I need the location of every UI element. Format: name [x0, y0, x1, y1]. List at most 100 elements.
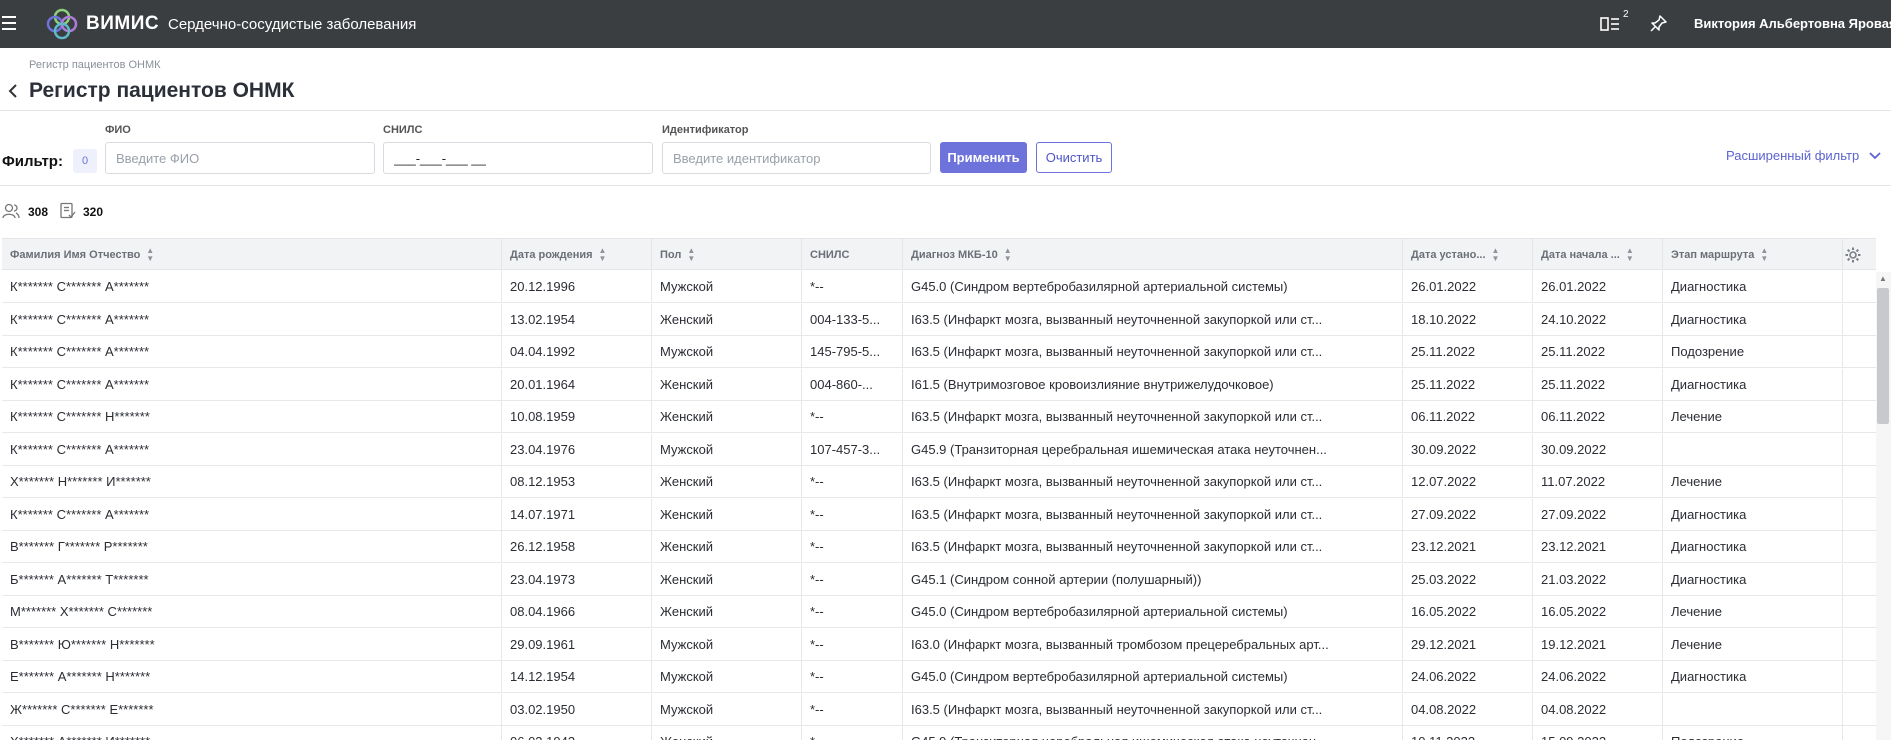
divider: [0, 110, 1891, 111]
cell-snils: *--: [802, 563, 903, 596]
cell-date-set: 12.07.2022: [1403, 466, 1533, 498]
column-header-diagnosis[interactable]: Диагноз МКБ-10 ▲ ▼: [903, 239, 1403, 271]
cell-birthdate: 06.03.1943: [502, 726, 652, 740]
patients-icon: [2, 203, 20, 219]
cell-date-set: 18.10.2022: [1403, 303, 1533, 336]
cell-snils: *--: [802, 693, 903, 726]
cell-date-set: 25.11.2022: [1403, 336, 1533, 368]
table-row[interactable]: К******* С******* Н******* 10.08.1959 Женс…: [2, 401, 1876, 433]
sort-icon: ▲ ▼: [687, 246, 696, 264]
cell-date-start: 24.10.2022: [1533, 303, 1663, 336]
menu-icon[interactable]: [2, 16, 16, 30]
list-notifications-icon[interactable]: [1600, 13, 1628, 35]
cell-date-set: 24.06.2022: [1403, 661, 1533, 693]
cell-birthdate: 03.02.1950: [502, 693, 652, 726]
fio-input[interactable]: [105, 142, 375, 174]
table-row[interactable]: Х******* Н******* И******* 08.12.1953 Женс…: [2, 466, 1876, 498]
table-row[interactable]: К******* С******* А******* 04.04.1992 Мужс…: [2, 336, 1876, 368]
cell-diagnosis: G45.1 (Синдром сонной артерии (полушарны…: [903, 563, 1403, 596]
user-name[interactable]: Виктория Альбертовна Яровая: [1694, 16, 1891, 31]
column-header-label: Дата начала ...: [1541, 249, 1620, 261]
column-header-birthdate[interactable]: Дата рождения ▲ ▼: [502, 239, 652, 271]
scrollbar-thumb[interactable]: [1877, 288, 1889, 424]
column-header-label: Фамилия Имя Отчество: [10, 249, 141, 261]
cell-date-start: 25.11.2022: [1533, 368, 1663, 401]
cell-date-start: 19.12.2021: [1533, 628, 1663, 661]
table-row[interactable]: К******* С******* А******* 23.04.1976 Мужс…: [2, 433, 1876, 466]
cell-date-start: 23.12.2021: [1533, 531, 1663, 563]
cell-fio: М******* Х******* С*******: [2, 596, 502, 628]
cell-snils: 004-860-...: [802, 368, 903, 401]
filter-label: Фильтр:: [2, 153, 63, 170]
gear-icon[interactable]: [1844, 246, 1862, 264]
column-header-sex[interactable]: Пол ▲ ▼: [652, 239, 802, 271]
apply-button[interactable]: Применить: [940, 142, 1027, 173]
table-row[interactable]: В******* Г******* Р******* 26.12.1958 Женс…: [2, 531, 1876, 563]
cell-diagnosis: I63.5 (Инфаркт мозга, вызванный неуточне…: [903, 303, 1403, 336]
cell-snils: 004-133-5...: [802, 303, 903, 336]
cell-route-stage: Диагностика: [1663, 661, 1843, 693]
table-row[interactable]: К******* С******* А******* 13.02.1954 Женс…: [2, 303, 1876, 336]
chevron-down-icon: [1869, 152, 1881, 160]
identifier-input[interactable]: [662, 142, 931, 174]
records-icon: [60, 202, 76, 219]
cell-route-stage: [1663, 433, 1843, 466]
cell-date-set: 29.12.2021: [1403, 628, 1533, 661]
cell-birthdate: 08.04.1966: [502, 596, 652, 628]
cell-birthdate: 14.12.1954: [502, 661, 652, 693]
clear-button[interactable]: Очистить: [1036, 142, 1112, 173]
cell-date-start: 21.03.2022: [1533, 563, 1663, 596]
cell-sex: Мужской: [652, 336, 802, 368]
cell-route-stage: Диагностика: [1663, 368, 1843, 401]
table-row[interactable]: К******* С******* А******* 20.12.1996 Мужс…: [2, 271, 1876, 303]
table-row[interactable]: К******* С******* А******* 14.07.1971 Женс…: [2, 498, 1876, 531]
cell-route-stage: Лечение: [1663, 628, 1843, 661]
table-row[interactable]: Ж******* С******* Е******* 03.02.1950 Мужс…: [2, 693, 1876, 726]
table-row[interactable]: К******* С******* А******* 20.01.1964 Женс…: [2, 368, 1876, 401]
cell-diagnosis: I63.0 (Инфаркт мозга, вызванный тромбозо…: [903, 628, 1403, 661]
filter-count-badge: 0: [73, 149, 97, 173]
cell-fio: Х******* А******* И*******: [2, 726, 502, 740]
cell-route-stage: Диагностика: [1663, 531, 1843, 563]
cell-route-stage: Диагностика: [1663, 271, 1843, 303]
pin-icon[interactable]: [1648, 14, 1668, 34]
fio-label: ФИО: [105, 124, 131, 136]
cell-sex: Женский: [652, 726, 802, 740]
table-row[interactable]: В******* Ю******* Н******* 29.09.1961 Мужс…: [2, 628, 1876, 661]
table-row[interactable]: Б******* А******* Т******* 23.04.1973 Женс…: [2, 563, 1876, 596]
cell-fio: К******* С******* А*******: [2, 498, 502, 531]
table-row[interactable]: Х******* А******* И*******06.03.1943Женс…: [2, 726, 1876, 740]
cell-date-start: 27.09.2022: [1533, 498, 1663, 531]
breadcrumb[interactable]: Регистр пациентов ОНМК: [29, 59, 161, 71]
column-header-route-stage[interactable]: Этап маршрута ▲ ▼: [1663, 239, 1843, 271]
cell-route-stage: Диагностика: [1663, 563, 1843, 596]
cell-date-set: 16.05.2022: [1403, 596, 1533, 628]
top-bar: ВИМИС Сердечно-сосудистые заболевания 2 …: [0, 0, 1891, 48]
page-title: Регистр пациентов ОНМК: [29, 79, 295, 102]
back-arrow-icon[interactable]: [6, 82, 20, 100]
cell-birthdate: 29.09.1961: [502, 628, 652, 661]
cell-date-set: 04.08.2022: [1403, 693, 1533, 726]
column-header-label: Пол: [660, 249, 682, 261]
column-header-date-start[interactable]: Дата начала ... ▲ ▼: [1533, 239, 1663, 271]
snils-label: СНИЛС: [383, 124, 423, 136]
advanced-filter-toggle[interactable]: Расширенный фильтр: [1726, 148, 1881, 163]
cell-birthdate: 26.12.1958: [502, 531, 652, 563]
cell-date-set: 30.09.2022: [1403, 433, 1533, 466]
cell-birthdate: 08.12.1953: [502, 466, 652, 498]
snils-input[interactable]: [383, 142, 653, 174]
sort-icon: ▲ ▼: [1625, 246, 1634, 264]
scroll-up-arrow[interactable]: ▲: [1879, 274, 1887, 283]
records-count: 320: [83, 205, 104, 219]
cell-fio: К******* С******* Н*******: [2, 401, 502, 433]
vimis-logo[interactable]: [46, 8, 78, 40]
table-row[interactable]: Е******* А******* Н******* 14.12.1954 Мужс…: [2, 661, 1876, 693]
cell-birthdate: 13.02.1954: [502, 303, 652, 336]
cell-birthdate: 10.08.1959: [502, 401, 652, 433]
cell-sex: Женский: [652, 498, 802, 531]
column-header-date-set[interactable]: Дата устано... ▲ ▼: [1403, 239, 1533, 271]
cell-diagnosis: I63.5 (Инфаркт мозга, вызванный неуточне…: [903, 531, 1403, 563]
column-header-fio[interactable]: Фамилия Имя Отчество ▲ ▼: [2, 239, 502, 271]
table-row[interactable]: М******* Х******* С******* 08.04.1966 Женс…: [2, 596, 1876, 628]
cell-snils: *--: [802, 498, 903, 531]
